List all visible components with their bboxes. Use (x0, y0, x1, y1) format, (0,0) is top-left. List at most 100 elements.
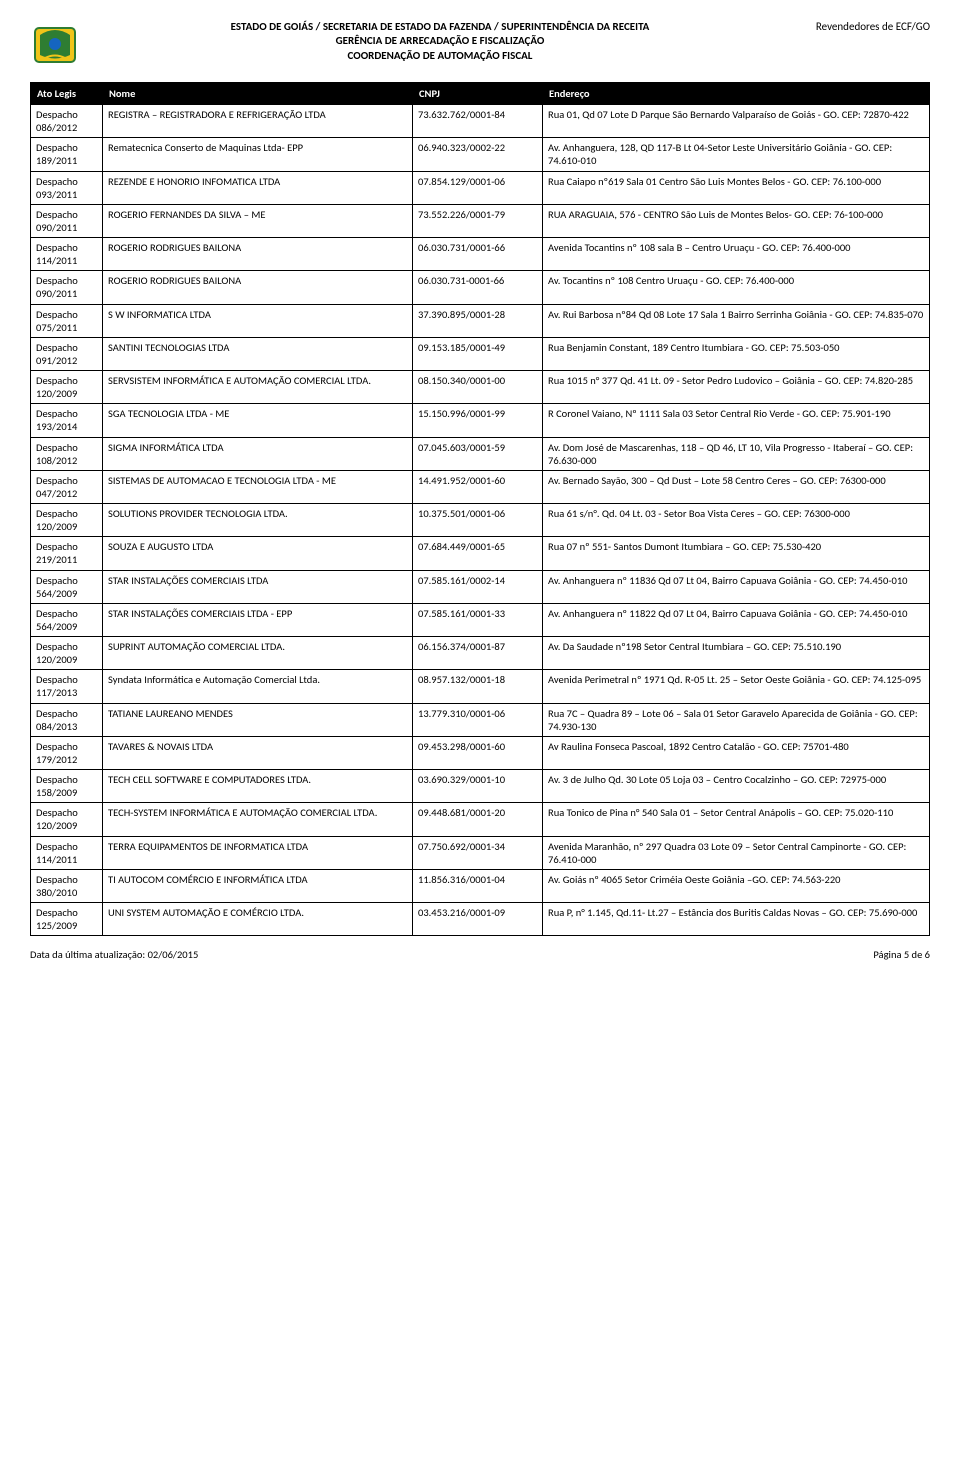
cell-nome: SOUZA E AUGUSTO LTDA (103, 537, 413, 570)
state-logo (30, 20, 80, 70)
table-row: Despacho 120/2009SOLUTIONS PROVIDER TECN… (31, 504, 930, 537)
cell-cnpj: 37.390.895/0001-28 (413, 304, 543, 337)
table-row: Despacho 093/2011REZENDE E HONORIO INFOM… (31, 171, 930, 204)
table-row: Despacho 158/2009TECH CELL SOFTWARE E CO… (31, 770, 930, 803)
cell-end: Rua 07 nº 551- Santos Dumont Itumbiara –… (543, 537, 930, 570)
header-right-label: Revendedores de ECF/GO (790, 20, 930, 33)
cell-cnpj: 15.150.996/0001-99 (413, 404, 543, 437)
cell-nome: Syndata Informática e Automação Comercia… (103, 670, 413, 703)
header-title-block: ESTADO DE GOIÁS / SECRETARIA DE ESTADO D… (90, 20, 790, 63)
cell-end: Av. Anhanguera, 128, QD 117-B Lt 04-Seto… (543, 138, 930, 171)
cell-cnpj: 14.491.952/0001-60 (413, 470, 543, 503)
table-row: Despacho 380/2010TI AUTOCOM COMÉRCIO E I… (31, 869, 930, 902)
cell-ato: Despacho 219/2011 (31, 537, 103, 570)
cell-cnpj: 07.585.161/0001-33 (413, 603, 543, 636)
table-row: Despacho 114/2011TERRA EQUIPAMENTOS DE I… (31, 836, 930, 869)
cell-cnpj: 08.150.340/0001-00 (413, 371, 543, 404)
cell-cnpj: 07.854.129/0001-06 (413, 171, 543, 204)
cell-ato: Despacho 564/2009 (31, 570, 103, 603)
header-line-3: COORDENAÇÃO DE AUTOMAÇÃO FISCAL (90, 49, 790, 63)
cell-nome: SANTINI TECNOLOGIAS LTDA (103, 337, 413, 370)
table-row: Despacho 075/2011S W INFORMATICA LTDA37.… (31, 304, 930, 337)
cell-ato: Despacho 114/2011 (31, 836, 103, 869)
cell-nome: ROGERIO FERNANDES DA SILVA – ME (103, 204, 413, 237)
cell-ato: Despacho 047/2012 (31, 470, 103, 503)
data-table: Ato Legis Nome CNPJ Endereço Despacho 08… (30, 82, 930, 936)
table-row: Despacho 193/2014SGA TECNOLOGIA LTDA - M… (31, 404, 930, 437)
cell-ato: Despacho 120/2009 (31, 371, 103, 404)
cell-nome: REGISTRA – REGISTRADORA E REFRIGERAÇÃO L… (103, 105, 413, 138)
cell-ato: Despacho 091/2012 (31, 337, 103, 370)
cell-end: R Coronel Vaiano, Nº 1111 Sala 03 Setor … (543, 404, 930, 437)
cell-cnpj: 11.856.316/0001-04 (413, 869, 543, 902)
table-row: Despacho 091/2012SANTINI TECNOLOGIAS LTD… (31, 337, 930, 370)
cell-ato: Despacho 075/2011 (31, 304, 103, 337)
cell-nome: SISTEMAS DE AUTOMACAO E TECNOLOGIA LTDA … (103, 470, 413, 503)
cell-end: Rua 01, Qd 07 Lote D Parque São Bernardo… (543, 105, 930, 138)
cell-cnpj: 10.375.501/0001-06 (413, 504, 543, 537)
cell-cnpj: 07.684.449/0001-65 (413, 537, 543, 570)
cell-end: Av. Dom José de Mascarenhas, 118 – QD 46… (543, 437, 930, 470)
cell-nome: ROGERIO RODRIGUES BAILONA (103, 238, 413, 271)
table-row: Despacho 219/2011SOUZA E AUGUSTO LTDA07.… (31, 537, 930, 570)
cell-end: Rua Benjamin Constant, 189 Centro Itumbi… (543, 337, 930, 370)
cell-ato: Despacho 189/2011 (31, 138, 103, 171)
cell-nome: TECH-SYSTEM INFORMÁTICA E AUTOMAÇÃO COME… (103, 803, 413, 836)
cell-nome: TATIANE LAUREANO MENDES (103, 703, 413, 736)
cell-ato: Despacho 179/2012 (31, 736, 103, 769)
cell-nome: SOLUTIONS PROVIDER TECNOLOGIA LTDA. (103, 504, 413, 537)
cell-nome: TAVARES & NOVAIS LTDA (103, 736, 413, 769)
table-row: Despacho 090/2011ROGERIO RODRIGUES BAILO… (31, 271, 930, 304)
table-header-row: Ato Legis Nome CNPJ Endereço (31, 83, 930, 105)
cell-end: RUA ARAGUAIA, 576 - CENTRO São Luis de M… (543, 204, 930, 237)
cell-ato: Despacho 125/2009 (31, 903, 103, 936)
cell-end: Av. Anhanguera nº 11822 Qd 07 Lt 04, Bai… (543, 603, 930, 636)
cell-ato: Despacho 193/2014 (31, 404, 103, 437)
cell-nome: STAR INSTALAÇÕES COMERCIAIS LTDA - EPP (103, 603, 413, 636)
table-row: Despacho 564/2009STAR INSTALAÇÕES COMERC… (31, 570, 930, 603)
cell-nome: TECH CELL SOFTWARE E COMPUTADORES LTDA. (103, 770, 413, 803)
cell-ato: Despacho 120/2009 (31, 637, 103, 670)
table-row: Despacho 086/2012REGISTRA – REGISTRADORA… (31, 105, 930, 138)
table-row: Despacho 090/2011ROGERIO FERNANDES DA SI… (31, 204, 930, 237)
col-header-ato: Ato Legis (31, 83, 103, 105)
footer-date: Data da última atualização: 02/06/2015 (30, 948, 198, 961)
cell-ato: Despacho 090/2011 (31, 204, 103, 237)
cell-ato: Despacho 120/2009 (31, 504, 103, 537)
cell-cnpj: 06.030.731/0001-66 (413, 238, 543, 271)
cell-nome: S W INFORMATICA LTDA (103, 304, 413, 337)
table-row: Despacho 125/2009UNI SYSTEM AUTOMAÇÃO E … (31, 903, 930, 936)
cell-cnpj: 09.153.185/0001-49 (413, 337, 543, 370)
cell-end: Rua Caiapo nº619 Sala 01 Centro São Luis… (543, 171, 930, 204)
table-row: Despacho 114/2011ROGERIO RODRIGUES BAILO… (31, 238, 930, 271)
table-row: Despacho 108/2012SIGMA INFORMÁTICA LTDA0… (31, 437, 930, 470)
document-header: ESTADO DE GOIÁS / SECRETARIA DE ESTADO D… (30, 20, 930, 70)
cell-end: Av. Anhanguera nº 11836 Qd 07 Lt 04, Bai… (543, 570, 930, 603)
cell-nome: SGA TECNOLOGIA LTDA - ME (103, 404, 413, 437)
table-row: Despacho 117/2013Syndata Informática e A… (31, 670, 930, 703)
header-line-2: GERÊNCIA DE ARRECADAÇÃO E FISCALIZAÇÃO (90, 34, 790, 48)
header-line-1: ESTADO DE GOIÁS / SECRETARIA DE ESTADO D… (90, 20, 790, 34)
cell-end: Av. Rui Barbosa nº84 Qd 08 Lote 17 Sala … (543, 304, 930, 337)
cell-cnpj: 07.585.161/0002-14 (413, 570, 543, 603)
cell-cnpj: 06.156.374/0001-87 (413, 637, 543, 670)
table-row: Despacho 179/2012TAVARES & NOVAIS LTDA09… (31, 736, 930, 769)
cell-cnpj: 07.750.692/0001-34 (413, 836, 543, 869)
cell-nome: TERRA EQUIPAMENTOS DE INFORMATICA LTDA (103, 836, 413, 869)
cell-ato: Despacho 158/2009 (31, 770, 103, 803)
cell-nome: REZENDE E HONORIO INFOMATICA LTDA (103, 171, 413, 204)
col-header-nome: Nome (103, 83, 413, 105)
table-row: Despacho 120/2009SERVSISTEM INFORMÁTICA … (31, 371, 930, 404)
cell-ato: Despacho 086/2012 (31, 105, 103, 138)
cell-end: Av. Bernado Sayão, 300 – Qd Dust – Lote … (543, 470, 930, 503)
cell-cnpj: 08.957.132/0001-18 (413, 670, 543, 703)
cell-end: Av. Da Saudade nº198 Setor Central Itumb… (543, 637, 930, 670)
cell-nome: ROGERIO RODRIGUES BAILONA (103, 271, 413, 304)
document-footer: Data da última atualização: 02/06/2015 P… (30, 948, 930, 961)
col-header-cnpj: CNPJ (413, 83, 543, 105)
cell-end: Avenida Maranhão, nº 297 Quadra 03 Lote … (543, 836, 930, 869)
table-row: Despacho 120/2009TECH-SYSTEM INFORMÁTICA… (31, 803, 930, 836)
cell-ato: Despacho 117/2013 (31, 670, 103, 703)
cell-cnpj: 73.632.762/0001-84 (413, 105, 543, 138)
cell-ato: Despacho 108/2012 (31, 437, 103, 470)
